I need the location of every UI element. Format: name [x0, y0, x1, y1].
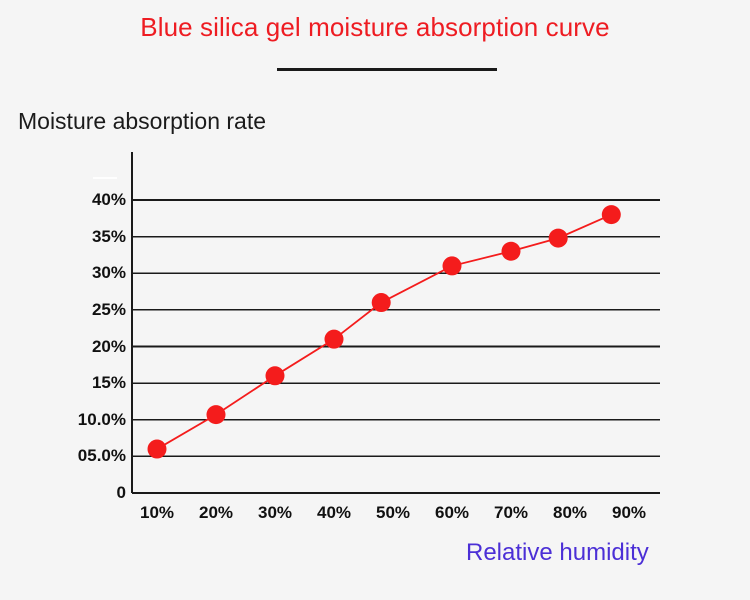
x-tick-label: 60%	[434, 503, 470, 522]
title-underline	[277, 68, 497, 71]
data-point-marker	[206, 405, 226, 425]
data-point-marker	[548, 228, 568, 248]
y-axis-title: Moisture absorption rate	[18, 108, 267, 134]
x-axis-title: Relative humidity	[466, 539, 649, 566]
y-tick-label: 30%	[91, 263, 126, 283]
y-tick-label: 05.0%	[77, 446, 126, 466]
y-tick-label: 40%	[91, 190, 126, 209]
x-tick-label: 10%	[139, 503, 175, 522]
x-tick-label: 20%	[198, 503, 234, 522]
y-tick-label: 20%	[91, 336, 126, 356]
data-point-marker	[265, 366, 285, 386]
data-point-marker	[442, 256, 462, 276]
y-tick-label: 35%	[91, 226, 126, 246]
y-tick-label: 0	[116, 483, 126, 502]
y-tick-labels: 0 05.0% 10.0% 15% 20% 25% 30% 35% 40%	[52, 0, 126, 600]
x-tick-label: 70%	[493, 503, 529, 522]
x-tick-label: 40%	[316, 503, 352, 522]
faint-artifact-line	[93, 177, 117, 179]
x-tick-label: 30%	[257, 503, 293, 522]
data-point-marker	[371, 293, 391, 313]
x-tick-label: 50%	[375, 503, 411, 522]
page-title: Blue silica gel moisture absorption curv…	[140, 12, 610, 42]
y-tick-label: 25%	[91, 299, 126, 319]
y-tick-label: 15%	[91, 373, 126, 393]
y-tick-label: 10.0%	[77, 409, 126, 429]
data-point-marker	[147, 439, 167, 459]
x-tick-label: 80%	[552, 503, 588, 522]
data-point-marker	[601, 205, 621, 225]
data-point-marker	[324, 329, 344, 349]
x-tick-label: 90%	[611, 503, 647, 522]
data-point-marker	[501, 241, 521, 261]
